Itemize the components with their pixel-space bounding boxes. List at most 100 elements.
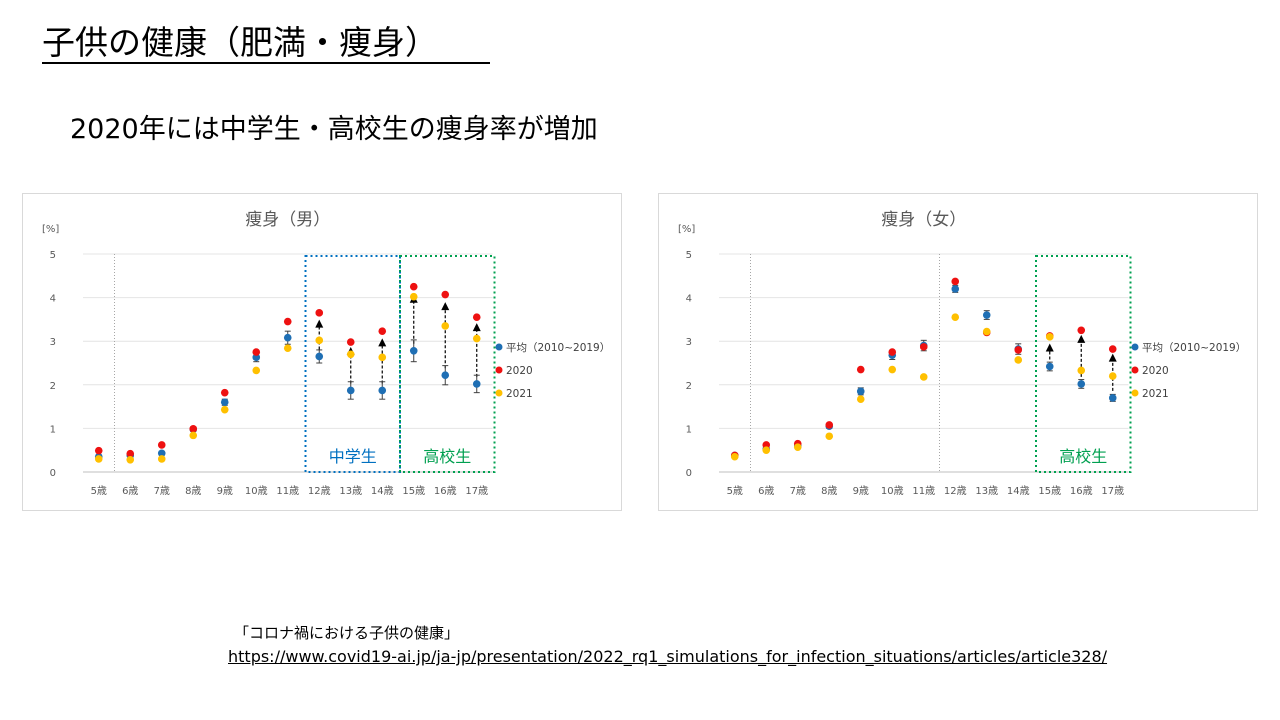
x-tick-label: 11歳 [912,485,935,497]
data-point [762,446,771,454]
legend-label: 平均（2010~2019） [506,342,610,354]
region-label: 高校生 [1059,447,1107,466]
slide-subtitle: 2020年には中学生・高校生の痩身率が増加 [70,114,598,145]
data-point [919,373,928,381]
y-tick-label: 1 [50,424,56,435]
legend-label: 2021 [1142,388,1169,400]
data-point [252,348,261,356]
legend-marker [495,366,503,374]
data-point [283,317,292,326]
y-tick-label: 3 [50,337,56,348]
y-tick-label: 5 [50,250,56,261]
data-point [409,292,418,301]
data-point [951,285,960,293]
data-point [472,334,481,343]
x-tick-label: 13歳 [975,485,998,497]
data-point [315,352,324,361]
data-point [378,327,387,335]
data-point [283,344,292,352]
data-point [1014,346,1023,354]
x-tick-label: 13歳 [339,485,362,497]
data-point [126,455,135,464]
title-underline [42,62,490,64]
y-tick-label: 4 [50,294,56,305]
data-point [1045,333,1054,341]
data-point [1077,366,1086,375]
data-point [951,313,960,322]
x-tick-label: 12歳 [308,485,331,497]
data-point [409,282,418,291]
x-tick-label: 15歳 [402,485,425,497]
data-point [1108,345,1117,353]
data-point [982,311,991,319]
legend-marker [1131,366,1139,374]
data-point [315,336,324,345]
data-point [888,365,897,374]
data-point [856,365,865,374]
x-tick-label: 5歳 [91,485,107,497]
x-tick-label: 9歳 [217,485,233,497]
x-tick-label: 8歳 [185,485,201,497]
data-point [346,350,355,359]
y-tick-label: 2 [50,381,56,392]
x-tick-label: 16歳 [1070,485,1093,497]
change-arrow-head [441,302,450,311]
data-point [157,455,166,463]
data-point [220,405,229,414]
data-point [409,346,418,355]
x-tick-label: 11歳 [276,485,299,497]
data-point [126,449,135,458]
y-axis-unit-label: [%] [678,224,695,235]
data-point [919,343,928,351]
data-point [793,443,802,451]
x-tick-label: 17歳 [1101,485,1124,497]
x-tick-label: 17歳 [465,485,488,497]
data-point [189,425,198,433]
legend-label: 2020 [1142,365,1169,377]
change-arrow-head [1077,334,1086,343]
change-arrow-head [378,338,387,347]
change-arrow-head [1108,353,1117,362]
source-link[interactable]: https://www.covid19-ai.jp/ja-jp/presenta… [228,647,1108,666]
x-tick-label: 6歳 [122,485,138,497]
y-tick-label: 3 [686,337,692,348]
x-tick-label: 7歳 [790,485,806,497]
y-tick-label: 2 [686,381,692,392]
data-point [252,366,261,375]
data-point [472,313,481,322]
legend-label: 2020 [506,365,533,377]
y-tick-label: 4 [686,294,692,305]
data-point [888,348,897,356]
data-point [825,432,834,441]
data-point [157,449,166,458]
chart-female: 痩身（女） [%] 0 1 2 3 4 5 5歳 6歳 7歳 8歳 9歳 10歳 11歳 12歳 13歳 14歳 1… [678,210,1246,497]
y-tick-label: 0 [686,468,692,479]
x-tick-label: 15歳 [1038,485,1061,497]
y-tick-label: 1 [686,424,692,435]
data-point [1045,362,1054,371]
chart-title: 痩身（女） [881,210,966,230]
x-tick-label: 6歳 [758,485,774,497]
legend-marker [1131,389,1139,397]
legend-marker [495,343,503,351]
legend-marker [1131,343,1139,351]
data-point [856,395,865,403]
data-point [1077,380,1086,388]
data-point [220,388,229,397]
chart-plot-group: 痩身（女） [%] 0 1 2 3 4 5 5歳 6歳 7歳 8歳 9歳 10歳 11歳 12歳 13歳 14歳 1… [678,210,1246,497]
data-point [189,431,198,440]
change-arrow-head [472,323,481,332]
x-tick-label: 10歳 [245,485,268,497]
data-point [315,309,324,317]
legend-marker [495,389,503,397]
region-box [304,255,401,473]
data-point [220,398,229,407]
data-point [157,441,166,449]
data-point [441,322,450,330]
x-tick-label: 9歳 [853,485,869,497]
chart-plot-group: 痩身（男） [%] 0 1 2 3 4 5 5歳 6歳 7歳 8歳 9歳 10歳 11歳 12歳 13歳 14歳 1… [42,210,610,497]
data-point [441,290,450,299]
x-tick-label: 12歳 [944,485,967,497]
data-point [951,277,960,286]
data-point [1014,356,1023,364]
